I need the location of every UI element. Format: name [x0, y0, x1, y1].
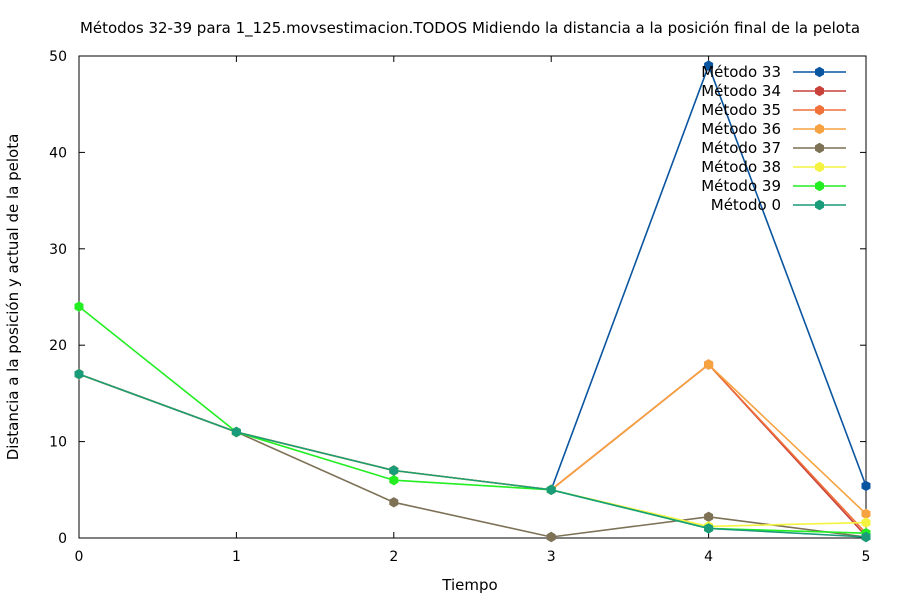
series — [75, 359, 871, 538]
series — [75, 369, 871, 542]
legend-item: Método 33 — [701, 63, 846, 81]
legend-marker — [815, 105, 824, 115]
series — [75, 359, 871, 519]
series-line — [79, 307, 866, 534]
legend-item: Método 0 — [711, 196, 846, 214]
x-axis-label: Tiempo — [441, 576, 497, 594]
legend-marker — [815, 124, 824, 134]
data-point — [389, 497, 398, 507]
x-tick-label: 1 — [232, 549, 241, 565]
legend-label: Método 38 — [701, 158, 781, 176]
y-axis-label: Distancia a la posición y actual de la p… — [4, 134, 22, 461]
series-line — [79, 365, 866, 514]
y-tick-label: 50 — [49, 49, 67, 65]
legend-label: Método 0 — [711, 196, 781, 214]
legend-marker — [815, 86, 824, 96]
legend-item: Método 35 — [701, 101, 846, 119]
legend-label: Método 33 — [701, 63, 781, 81]
chart-title: Métodos 32-39 para 1_125.movsestimacion.… — [80, 19, 860, 38]
y-tick-label: 40 — [49, 145, 67, 161]
legend-label: Método 36 — [701, 120, 781, 138]
data-point — [389, 475, 398, 485]
legend-item: Método 37 — [701, 139, 846, 157]
legend-item: Método 39 — [701, 177, 846, 195]
x-tick-label: 4 — [704, 549, 713, 565]
series-line — [79, 374, 866, 537]
data-point — [547, 485, 556, 495]
x-tick-label: 3 — [547, 549, 556, 565]
series-line — [79, 365, 866, 534]
legend-label: Método 34 — [701, 82, 781, 100]
x-tick-label: 0 — [75, 549, 84, 565]
legend-item: Método 34 — [701, 82, 846, 100]
data-point — [389, 465, 398, 475]
y-tick-label: 0 — [58, 531, 67, 547]
y-tick-label: 20 — [49, 338, 67, 354]
data-point — [75, 369, 84, 379]
data-point — [232, 427, 241, 437]
series — [75, 369, 871, 532]
legend-marker — [815, 162, 824, 172]
data-point — [704, 512, 713, 522]
y-tick-label: 10 — [49, 435, 67, 451]
legend-label: Método 37 — [701, 139, 781, 157]
data-point — [862, 517, 871, 527]
series — [75, 369, 871, 542]
x-tick-label: 5 — [862, 549, 871, 565]
legend-label: Método 35 — [701, 101, 781, 119]
legend-marker — [815, 67, 824, 77]
data-point — [862, 481, 871, 491]
y-tick-label: 30 — [49, 242, 67, 258]
legend-item: Método 38 — [701, 158, 846, 176]
legend-marker — [815, 181, 824, 191]
series-line — [79, 365, 866, 537]
series-line — [79, 374, 866, 537]
series — [75, 301, 871, 538]
series — [75, 359, 871, 541]
data-point — [547, 532, 556, 542]
series-line — [79, 374, 866, 526]
legend-marker — [815, 200, 824, 210]
x-tick-label: 2 — [389, 549, 398, 565]
legend-item: Método 36 — [701, 120, 846, 138]
legend-marker — [815, 143, 824, 153]
data-point — [75, 301, 84, 311]
legend-label: Método 39 — [701, 177, 781, 195]
